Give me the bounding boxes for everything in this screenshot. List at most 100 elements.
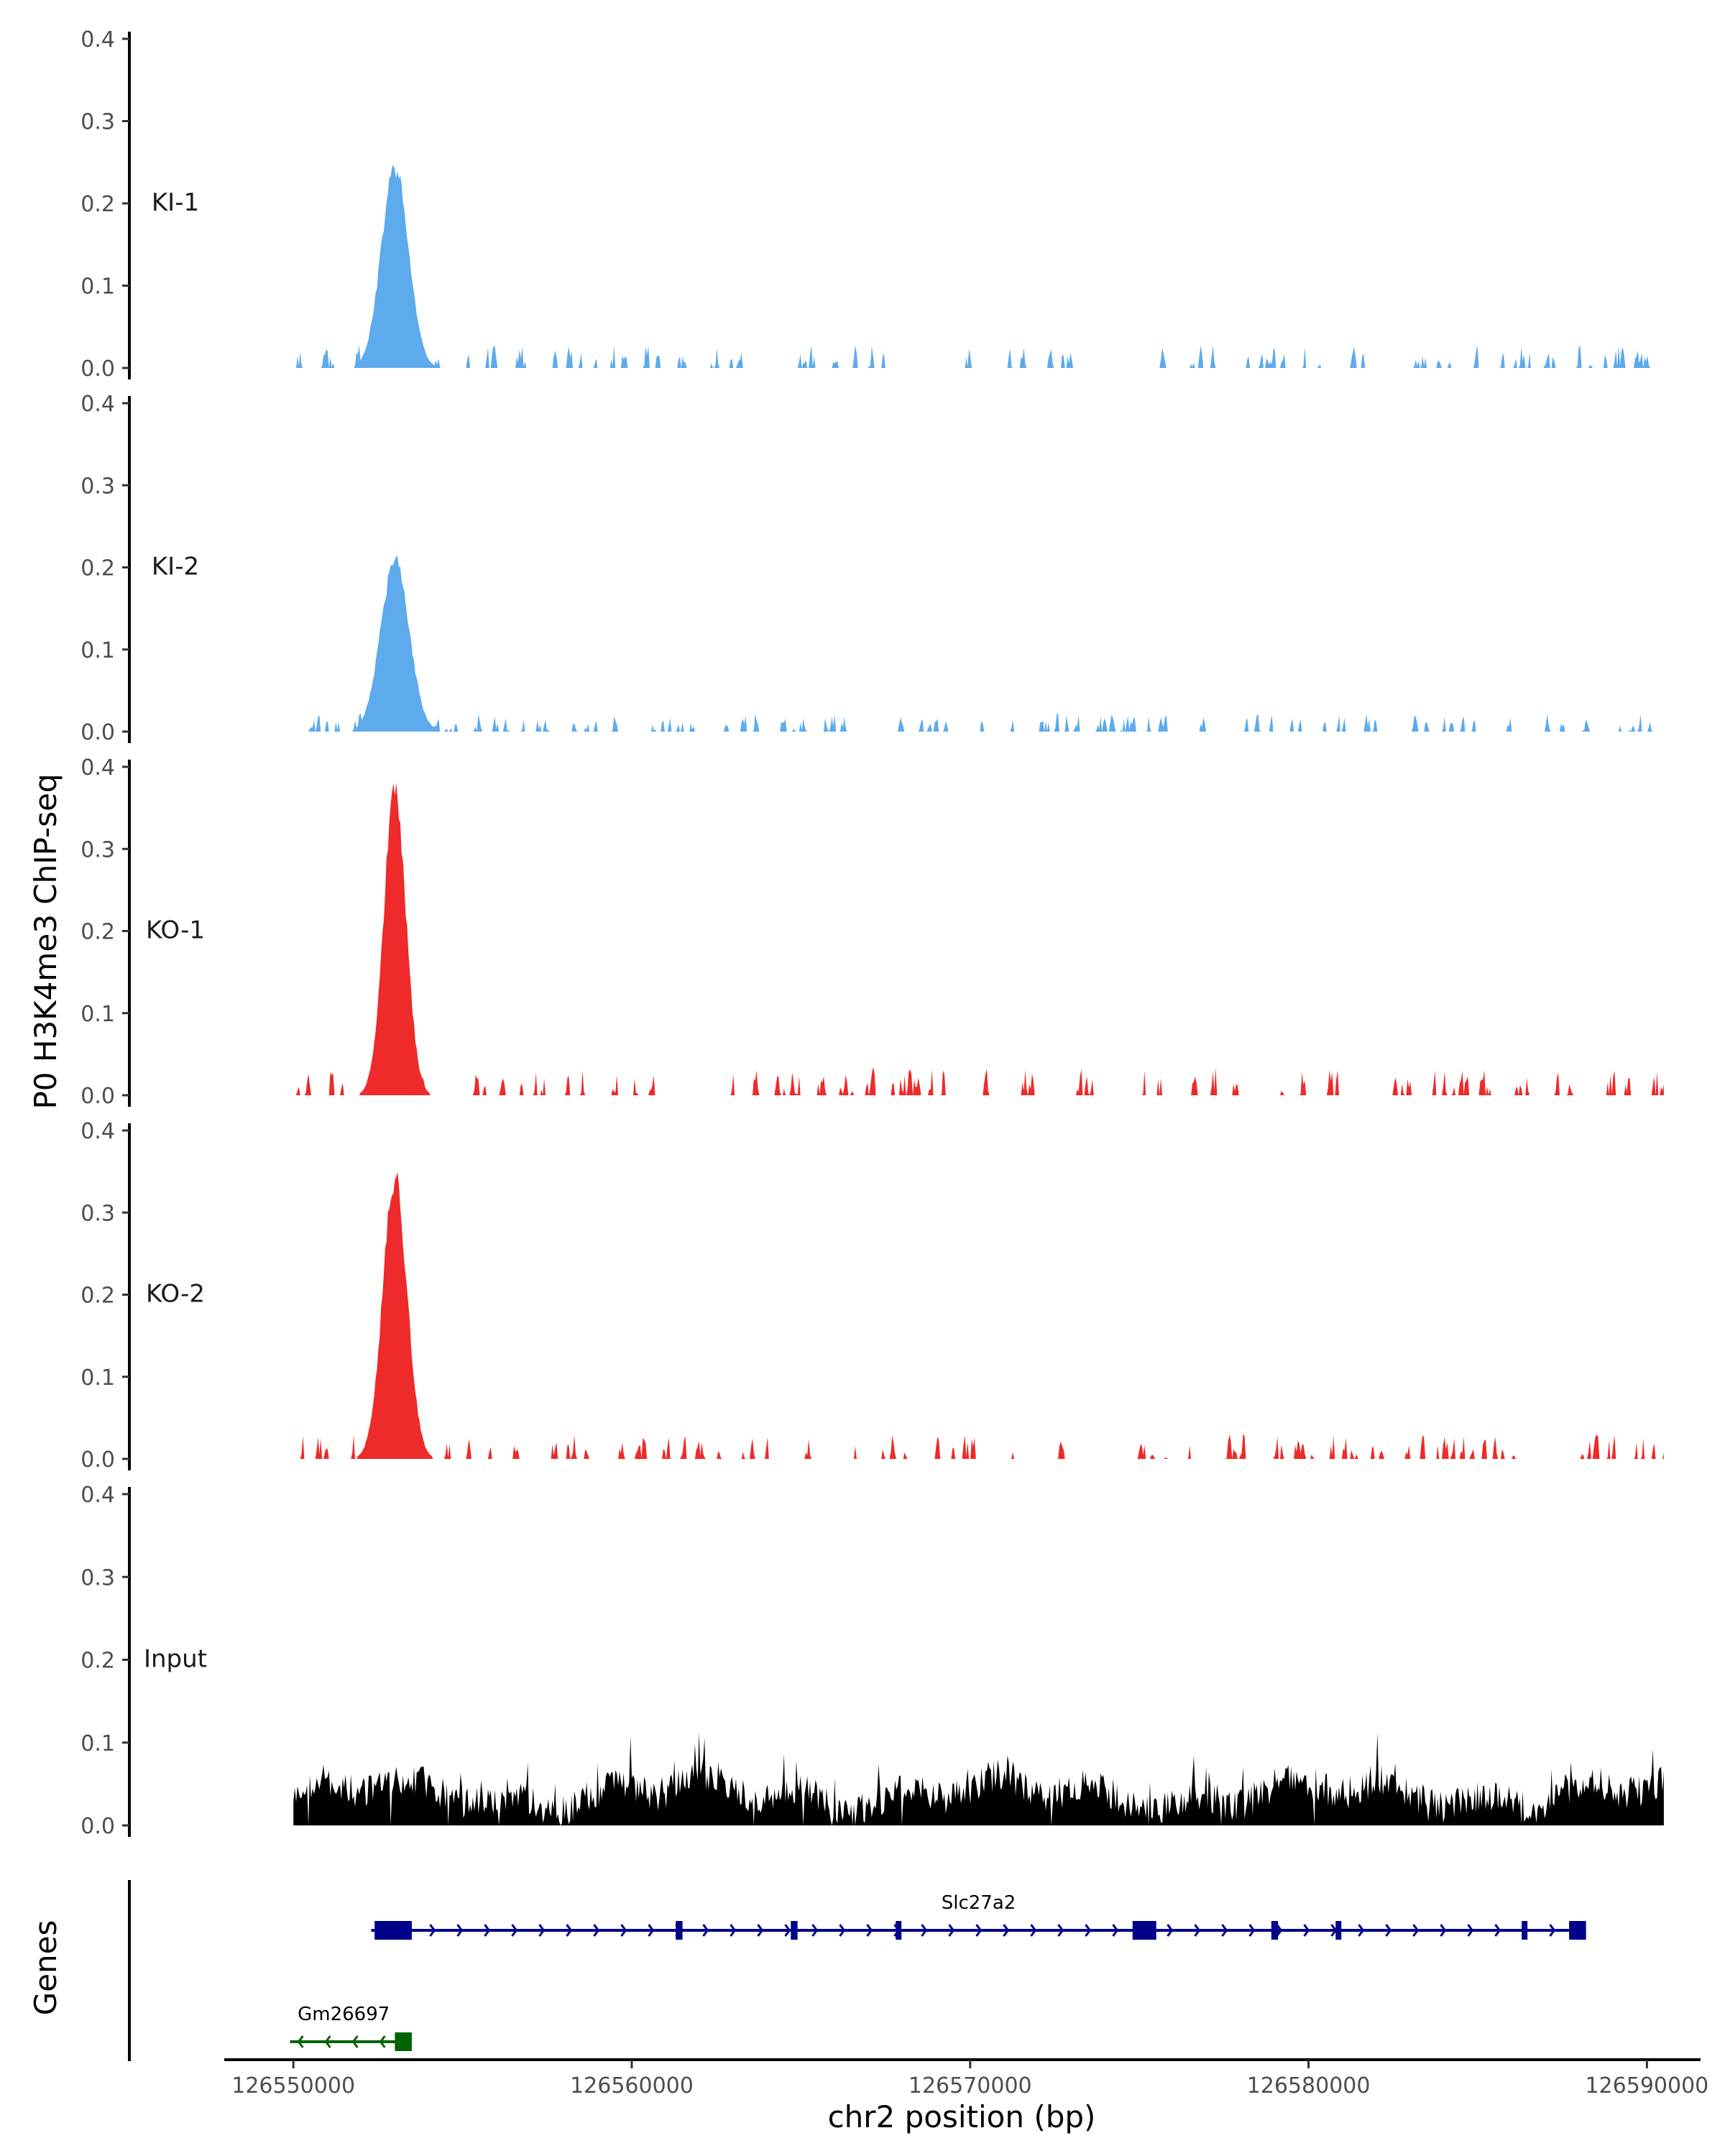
strand-arrow <box>1167 1924 1174 1937</box>
y-tick-label: 0.0 <box>80 1084 115 1109</box>
exon <box>1132 1921 1156 1940</box>
strand-arrow <box>351 2035 359 2048</box>
track-label-ko-2: KO-2 <box>146 1280 205 1309</box>
track-label-ko-1: KO-1 <box>146 916 205 945</box>
strand-arrow <box>757 1924 764 1937</box>
track-label-input: Input <box>144 1645 207 1674</box>
track-label-ki-1: KI-1 <box>152 188 199 217</box>
exon <box>1335 1921 1342 1940</box>
strand-arrow <box>429 1924 436 1937</box>
y-tick-label: 0.3 <box>80 474 115 499</box>
strand-arrow <box>1467 1924 1474 1937</box>
x-tick-label: 126580000 <box>1247 2073 1371 2099</box>
gene-track: Slc27a2 Gm26697 <box>128 1880 1586 2061</box>
gene-label: Gm26697 <box>298 2004 390 2025</box>
strand-arrow <box>784 1924 791 1937</box>
y-tick-label: 0.4 <box>80 755 115 780</box>
track-panel-ki-2: 0.0 0.1 0.2 0.3 0.4 KI-2 <box>80 392 1664 745</box>
x-tick-label: 126570000 <box>908 2073 1032 2099</box>
y-tick-label: 0.4 <box>80 392 115 417</box>
strand-arrow <box>1412 1924 1420 1937</box>
gene-slc27a2: Slc27a2 <box>371 1892 1586 1940</box>
exon <box>791 1921 798 1940</box>
y-tick-label: 0.0 <box>80 1447 115 1473</box>
strand-arrow <box>1112 1924 1119 1937</box>
exon <box>395 2032 412 2051</box>
x-tick-label: 126550000 <box>231 2073 355 2099</box>
gene-gm26697: Gm26697 <box>290 2004 412 2051</box>
y-tick-label: 0.1 <box>80 638 115 663</box>
signal-tracks: 0.00.10.20.30.4KI-10.00.10.20.30.4KI-20.… <box>80 27 1664 1839</box>
strand-arrow <box>620 1924 627 1937</box>
exon <box>1569 1921 1586 1940</box>
strand-arrow <box>1221 1924 1228 1937</box>
strand-arrow <box>593 1924 600 1937</box>
strand-arrow <box>566 1924 573 1937</box>
strand-arrow <box>297 2035 304 2048</box>
y-tick-label: 0.3 <box>80 110 115 135</box>
signal-area-ko-2 <box>293 1172 1664 1459</box>
track-panel-ko-1: 0.0 0.1 0.2 0.3 0.4 KO-1 <box>80 755 1664 1109</box>
strand-arrow <box>1385 1924 1392 1937</box>
strand-arrow <box>866 1924 873 1937</box>
strand-arrow <box>921 1924 928 1937</box>
strand-arrow <box>1494 1924 1501 1937</box>
x-axis-title: chr2 position (bp) <box>828 2099 1096 2134</box>
strand-arrow <box>1030 1924 1037 1937</box>
x-tick-label: 126590000 <box>1585 2073 1708 2099</box>
exon <box>1522 1921 1528 1940</box>
strand-arrow <box>1358 1924 1365 1937</box>
y-tick-label: 0.1 <box>80 1731 115 1756</box>
strand-arrow <box>839 1924 846 1937</box>
y-tick-label: 0.4 <box>80 1483 115 1508</box>
x-axis: 126550000 126560000 126570000 126580000 1265… <box>224 2058 1708 2099</box>
gene-label: Slc27a2 <box>942 1892 1016 1914</box>
y-tick-label: 0.3 <box>80 1565 115 1590</box>
strand-arrow <box>975 1924 983 1937</box>
track-panel-ko-2: 0.0 0.1 0.2 0.3 0.4 KO-2 <box>80 1119 1664 1473</box>
exon <box>1271 1921 1279 1940</box>
x-tick-label: 126560000 <box>570 2073 694 2099</box>
y-tick-label: 0.3 <box>80 837 115 862</box>
track-panel-input: 0.0 0.1 0.2 0.3 0.4 Input <box>80 1483 1664 1839</box>
strand-arrow <box>1549 1924 1556 1937</box>
strand-arrow <box>484 1924 491 1937</box>
strand-arrow <box>456 1924 464 1937</box>
strand-arrow <box>1303 1924 1310 1937</box>
strand-arrow <box>379 2035 386 2048</box>
y-tick-label: 0.2 <box>80 920 115 945</box>
strand-arrow <box>702 1924 709 1937</box>
strand-arrow <box>1248 1924 1256 1937</box>
y-tick-label: 0.2 <box>80 556 115 581</box>
y-tick-label: 0.4 <box>80 27 115 52</box>
strand-arrow <box>1440 1924 1447 1937</box>
exon <box>896 1921 902 1940</box>
strand-arrow <box>1276 1924 1283 1937</box>
genes-axis-title: Genes <box>28 1920 63 2016</box>
strand-arrow <box>1057 1924 1064 1937</box>
y-tick-label: 0.1 <box>80 275 115 300</box>
track-label-ki-2: KI-2 <box>152 553 199 581</box>
exon <box>374 1921 412 1940</box>
y-tick-label: 0.1 <box>80 1002 115 1027</box>
y-tick-label: 0.1 <box>80 1365 115 1391</box>
y-tick-label: 0.0 <box>80 720 115 745</box>
strand-arrow <box>511 1924 518 1937</box>
y-tick-label: 0.2 <box>80 1284 115 1309</box>
strand-arrow <box>1194 1924 1201 1937</box>
strand-arrow <box>811 1924 819 1937</box>
y-axis-title: P0 H3K4me3 ChIP-seq <box>28 773 63 1109</box>
strand-arrow <box>948 1924 955 1937</box>
y-tick-label: 0.2 <box>80 1649 115 1674</box>
y-tick-label: 0.0 <box>80 1814 115 1839</box>
strand-arrow <box>538 1924 546 1937</box>
y-tick-label: 0.2 <box>80 192 115 217</box>
track-panel-ki-1: 0.0 0.1 0.2 0.3 0.4 KI-1 <box>80 27 1664 382</box>
strand-arrow <box>1085 1924 1092 1937</box>
signal-area-ki-1 <box>293 165 1664 368</box>
exon <box>676 1921 683 1940</box>
y-tick-label: 0.0 <box>80 356 115 382</box>
signal-area-ko-1 <box>293 783 1664 1095</box>
y-tick-label: 0.4 <box>80 1119 115 1144</box>
